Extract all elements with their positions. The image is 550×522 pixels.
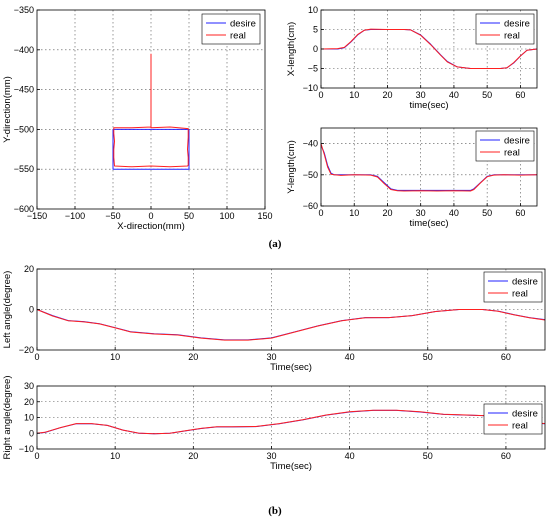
x-axis-label: time(sec) (409, 100, 448, 111)
y-tick-label: −550 (14, 164, 34, 174)
x-tick-label: 60 (515, 208, 525, 218)
legend-box (475, 130, 535, 162)
x-tick-label: 150 (257, 211, 272, 221)
x-axis-label: time(sec) (409, 218, 448, 229)
y-tick-label: 5 (313, 25, 318, 35)
y-tick-label: −450 (14, 85, 34, 95)
legend-label-desire: desire (230, 19, 256, 30)
legend-label-real: real (512, 421, 528, 432)
y-tick-label: −60 (303, 201, 318, 211)
legend-box (475, 13, 535, 45)
x-tick-label: 30 (266, 352, 276, 362)
y-tick-label: 30 (24, 381, 34, 391)
legend-box (201, 13, 261, 45)
x-tick-label: 40 (345, 352, 355, 362)
x-tick-label: 50 (184, 211, 194, 221)
x-tick-label: 20 (188, 352, 198, 362)
x-tick-label: 30 (416, 90, 426, 100)
y-tick-label: −5 (308, 64, 318, 74)
legend-label-real: real (230, 31, 246, 42)
legend-label-desire: desire (504, 19, 530, 30)
y-tick-label: 10 (308, 5, 318, 15)
y-axis-label: X-length(cm) (286, 22, 297, 76)
series-line-real (113, 53, 189, 168)
y-axis-label: Right angle(degree) (2, 376, 13, 460)
x-tick-label: 40 (449, 208, 459, 218)
y-tick-label: 20 (24, 264, 34, 274)
plot-y-length: 0 10 20 30 40 50 60 −60 −50 −40 time(sec) Y-length(… (286, 127, 538, 229)
y-tick-label: −50 (303, 170, 318, 180)
y-tick-label: −350 (14, 5, 34, 15)
subfigure-label-a: (a) (269, 238, 282, 250)
axes-frame (320, 127, 538, 207)
legend-label-desire: desire (512, 277, 538, 288)
x-tick-label: 60 (515, 90, 525, 100)
legend-box (483, 403, 543, 435)
x-tick-label: 50 (482, 90, 492, 100)
y-tick-label: −600 (14, 204, 34, 214)
y-tick-label: −400 (14, 45, 34, 55)
x-tick-label: 20 (382, 90, 392, 100)
plot-xy-trajectory: −150 −100 −50 0 50 100 150−600−550−500−450−400… (2, 5, 273, 232)
x-tick-label: 100 (219, 211, 234, 221)
x-tick-label: 0 (318, 208, 323, 218)
x-tick-label: 60 (501, 451, 511, 461)
legend-label-real: real (512, 289, 528, 300)
y-axis-label: Y-direction(mm) (2, 76, 13, 143)
y-tick-label: 20 (24, 397, 34, 407)
x-tick-label: 10 (349, 90, 359, 100)
x-tick-label: 0 (34, 352, 39, 362)
y-tick-label: −20 (19, 345, 34, 355)
x-tick-label: 50 (482, 208, 492, 218)
x-tick-label: −50 (105, 211, 120, 221)
x-axis-label: Time(sec) (270, 461, 312, 472)
x-tick-label: 0 (34, 451, 39, 461)
x-tick-label: 30 (416, 208, 426, 218)
x-tick-label: −150 (27, 211, 47, 221)
x-tick-label: 40 (449, 90, 459, 100)
series-line-real (36, 409, 546, 435)
x-tick-label: 10 (110, 451, 120, 461)
y-axis-label: Y-length(cm) (286, 140, 297, 194)
legend-box (483, 271, 543, 303)
x-tick-label: 60 (501, 352, 511, 362)
subfigure-label-b: (b) (268, 505, 282, 517)
series-line-desire (112, 128, 190, 170)
x-axis-label: Time(sec) (270, 362, 312, 373)
legend-label-real: real (504, 31, 520, 42)
y-tick-label: 0 (29, 428, 34, 438)
y-tick-label: −10 (19, 444, 34, 454)
series-line-real (36, 309, 546, 341)
x-tick-label: 50 (423, 352, 433, 362)
x-tick-label: 10 (349, 208, 359, 218)
y-tick-label: 0 (29, 305, 34, 315)
x-tick-label: −100 (65, 211, 85, 221)
x-tick-label: 40 (345, 451, 355, 461)
x-tick-label: 20 (382, 208, 392, 218)
legend-label-real: real (504, 148, 520, 159)
x-tick-label: 20 (188, 451, 198, 461)
x-tick-label: 0 (148, 211, 153, 221)
x-axis-label: X-direction(mm) (117, 221, 185, 232)
y-tick-label: −10 (303, 83, 318, 93)
y-tick-label: 10 (24, 413, 34, 423)
series-line-real (320, 28, 538, 69)
series-line-real (320, 143, 538, 192)
y-tick-label: 0 (313, 44, 318, 54)
x-tick-label: 0 (318, 90, 323, 100)
x-tick-label: 10 (110, 352, 120, 362)
x-tick-label: 30 (266, 451, 276, 461)
x-tick-label: 50 (423, 451, 433, 461)
legend-label-desire: desire (504, 136, 530, 147)
y-tick-label: −500 (14, 124, 34, 134)
legend-label-desire: desire (512, 409, 538, 420)
plot-x-length: 0 10 20 30 40 50 60 −10 −5 0 5 10 time(sec) X-length(… (286, 5, 538, 111)
y-axis-label: Left angle(degree) (2, 271, 13, 349)
y-tick-label: −40 (303, 139, 318, 149)
